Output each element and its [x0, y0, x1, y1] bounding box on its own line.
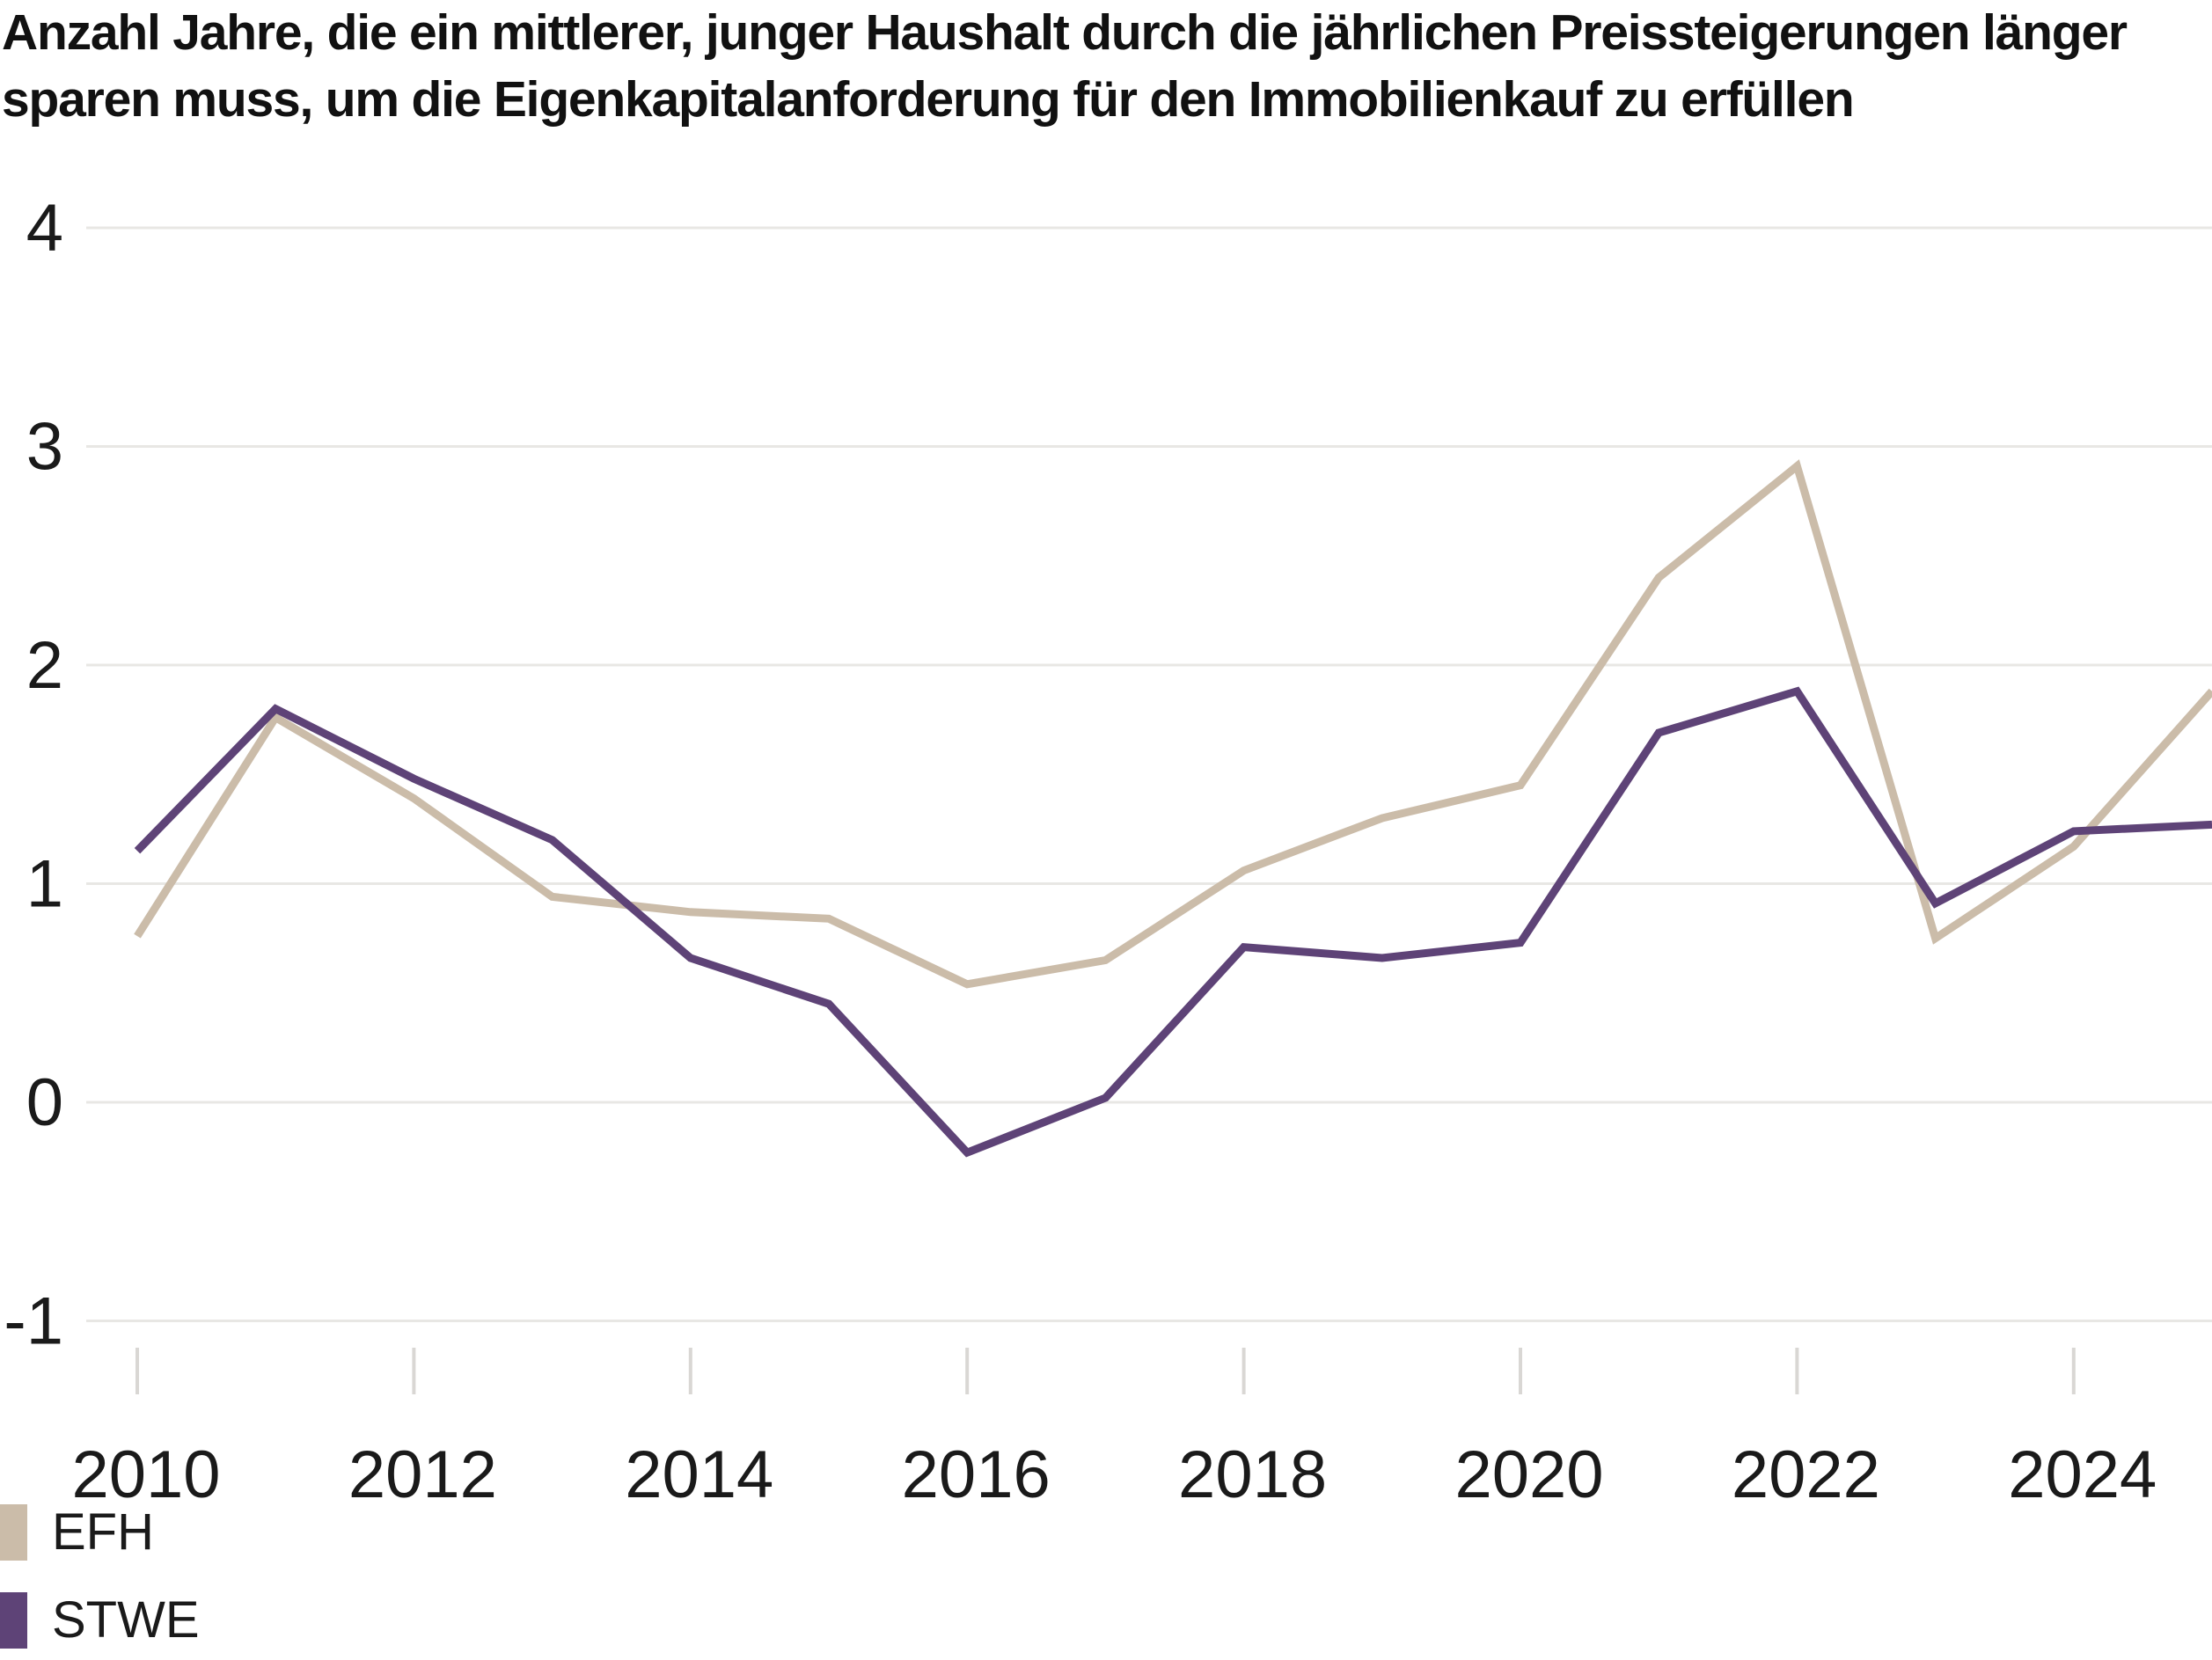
y-axis-label: 4 — [26, 191, 63, 266]
efh-series-label: EFH — [52, 1503, 154, 1561]
stwe-series-swatch — [0, 1591, 27, 1649]
legend-item-efh: EFH — [0, 1503, 154, 1561]
y-axis-label: -1 — [4, 1284, 63, 1359]
x-axis-label: 2016 — [902, 1437, 1051, 1512]
stwe-series-label: STWE — [52, 1591, 200, 1649]
y-axis-label: 1 — [26, 847, 63, 922]
x-axis-label: 2014 — [625, 1437, 773, 1512]
x-axis-label: 2022 — [1732, 1437, 1880, 1512]
chart-title: Anzahl Jahre, die ein mittlerer, junger … — [2, 4, 2128, 128]
legend-item-stwe: STWE — [0, 1591, 200, 1649]
y-axis-label: 2 — [26, 628, 63, 703]
x-axis-label: 2012 — [348, 1437, 497, 1512]
x-axis-label: 2020 — [1454, 1437, 1603, 1512]
series-line-efh — [134, 459, 2212, 989]
series-line-stwe — [134, 686, 2212, 1158]
x-axis-label: 2010 — [71, 1437, 220, 1512]
x-axis-label: 2024 — [2008, 1437, 2157, 1512]
y-axis-label: 0 — [26, 1065, 63, 1140]
efh-series-swatch — [0, 1503, 27, 1561]
y-axis-label: 3 — [26, 410, 63, 485]
x-axis-label: 2018 — [1178, 1437, 1327, 1512]
